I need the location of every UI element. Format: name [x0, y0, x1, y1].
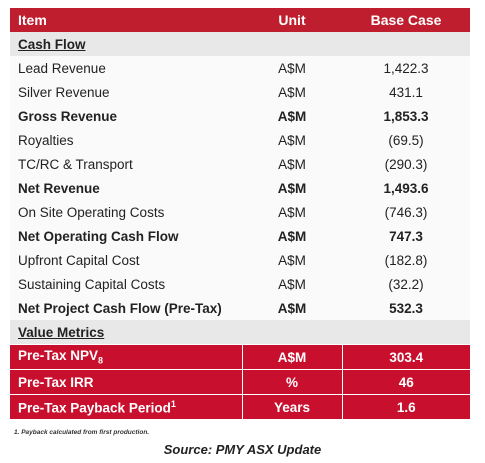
row-value: 747.3	[342, 224, 470, 248]
table-row-lead-revenue: Lead Revenue A$M 1,422.3	[10, 56, 470, 80]
header-unit: Unit	[242, 8, 342, 32]
table-row-net-revenue: Net Revenue A$M 1,493.6	[10, 176, 470, 200]
row-value: 532.3	[342, 296, 470, 320]
row-label: Lead Revenue	[10, 56, 242, 80]
row-label: Pre-Tax NPV8	[10, 344, 243, 370]
row-unit: %	[242, 369, 343, 395]
table-header-row: Item Unit Base Case	[10, 8, 470, 32]
row-value: (290.3)	[342, 152, 470, 176]
row-unit: A$M	[242, 80, 342, 104]
payback-superscript: 1	[170, 398, 176, 409]
row-unit: Years	[242, 394, 343, 419]
row-value: (746.3)	[342, 200, 470, 224]
section-title-cash-flow: Cash Flow	[10, 32, 470, 56]
row-value: 303.4	[342, 344, 470, 370]
row-label: Pre-Tax IRR	[10, 369, 243, 395]
table-row-upfront-capital-cost: Upfront Capital Cost A$M (182.8)	[10, 248, 470, 272]
row-unit: A$M	[242, 128, 342, 152]
row-label: On Site Operating Costs	[10, 200, 242, 224]
row-label: Net Project Cash Flow (Pre-Tax)	[10, 296, 242, 320]
financial-summary-table: Item Unit Base Case Cash Flow Lead Reven…	[10, 8, 470, 419]
row-unit: A$M	[242, 176, 342, 200]
table-row-pre-tax-irr: Pre-Tax IRR % 46	[10, 369, 470, 395]
row-label: Pre-Tax Payback Period1	[10, 394, 243, 419]
row-label: Upfront Capital Cost	[10, 248, 242, 272]
row-label: Royalties	[10, 128, 242, 152]
row-label: Sustaining Capital Costs	[10, 272, 242, 296]
row-value: 1,853.3	[342, 104, 470, 128]
payback-label: Pre-Tax Payback Period	[18, 400, 171, 416]
row-unit: A$M	[242, 272, 342, 296]
row-unit: A$M	[242, 56, 342, 80]
row-label: TC/RC & Transport	[10, 152, 242, 176]
table-row-pre-tax-npv: Pre-Tax NPV8 A$M 303.4	[10, 344, 470, 370]
row-label: Gross Revenue	[10, 104, 242, 128]
section-title-value-metrics: Value Metrics	[10, 320, 470, 345]
row-value: 431.1	[342, 80, 470, 104]
npv-label: Pre-Tax NPV	[18, 348, 99, 364]
row-unit: A$M	[242, 344, 343, 370]
section-row-value-metrics: Value Metrics	[10, 320, 470, 345]
footnote: 1. Payback calculated from first product…	[14, 429, 150, 436]
table-row-net-operating-cash-flow: Net Operating Cash Flow A$M 747.3	[10, 224, 470, 248]
row-value: 46	[342, 369, 470, 395]
source-caption: Source: PMY ASX Update	[163, 442, 322, 457]
row-value: 1,422.3	[342, 56, 470, 80]
row-unit: A$M	[242, 200, 342, 224]
table-row-on-site-operating-costs: On Site Operating Costs A$M (746.3)	[10, 200, 470, 224]
npv-subscript: 8	[98, 355, 104, 366]
row-unit: A$M	[242, 152, 342, 176]
row-value: (32.2)	[342, 272, 470, 296]
header-item: Item	[10, 8, 242, 32]
row-unit: A$M	[242, 296, 342, 320]
row-value: 1.6	[342, 394, 470, 419]
table-row-sustaining-capital-costs: Sustaining Capital Costs A$M (32.2)	[10, 272, 470, 296]
row-value: (182.8)	[342, 248, 470, 272]
table-row-gross-revenue: Gross Revenue A$M 1,853.3	[10, 104, 470, 128]
financial-summary-table-wrapper: Item Unit Base Case Cash Flow Lead Reven…	[10, 8, 470, 419]
row-label: Net Operating Cash Flow	[10, 224, 242, 248]
table-row-silver-revenue: Silver Revenue A$M 431.1	[10, 80, 470, 104]
row-label: Silver Revenue	[10, 80, 242, 104]
table-row-royalties: Royalties A$M (69.5)	[10, 128, 470, 152]
row-value: 1,493.6	[342, 176, 470, 200]
row-label: Net Revenue	[10, 176, 242, 200]
row-unit: A$M	[242, 248, 342, 272]
table-row-pre-tax-payback-period: Pre-Tax Payback Period1 Years 1.6	[10, 394, 470, 419]
row-value: (69.5)	[342, 128, 470, 152]
header-base-case: Base Case	[342, 8, 470, 32]
section-row-cash-flow: Cash Flow	[10, 32, 470, 56]
row-unit: A$M	[242, 104, 342, 128]
table-row-net-project-cash-flow: Net Project Cash Flow (Pre-Tax) A$M 532.…	[10, 296, 470, 320]
row-unit: A$M	[242, 224, 342, 248]
table-row-tcrc-transport: TC/RC & Transport A$M (290.3)	[10, 152, 470, 176]
